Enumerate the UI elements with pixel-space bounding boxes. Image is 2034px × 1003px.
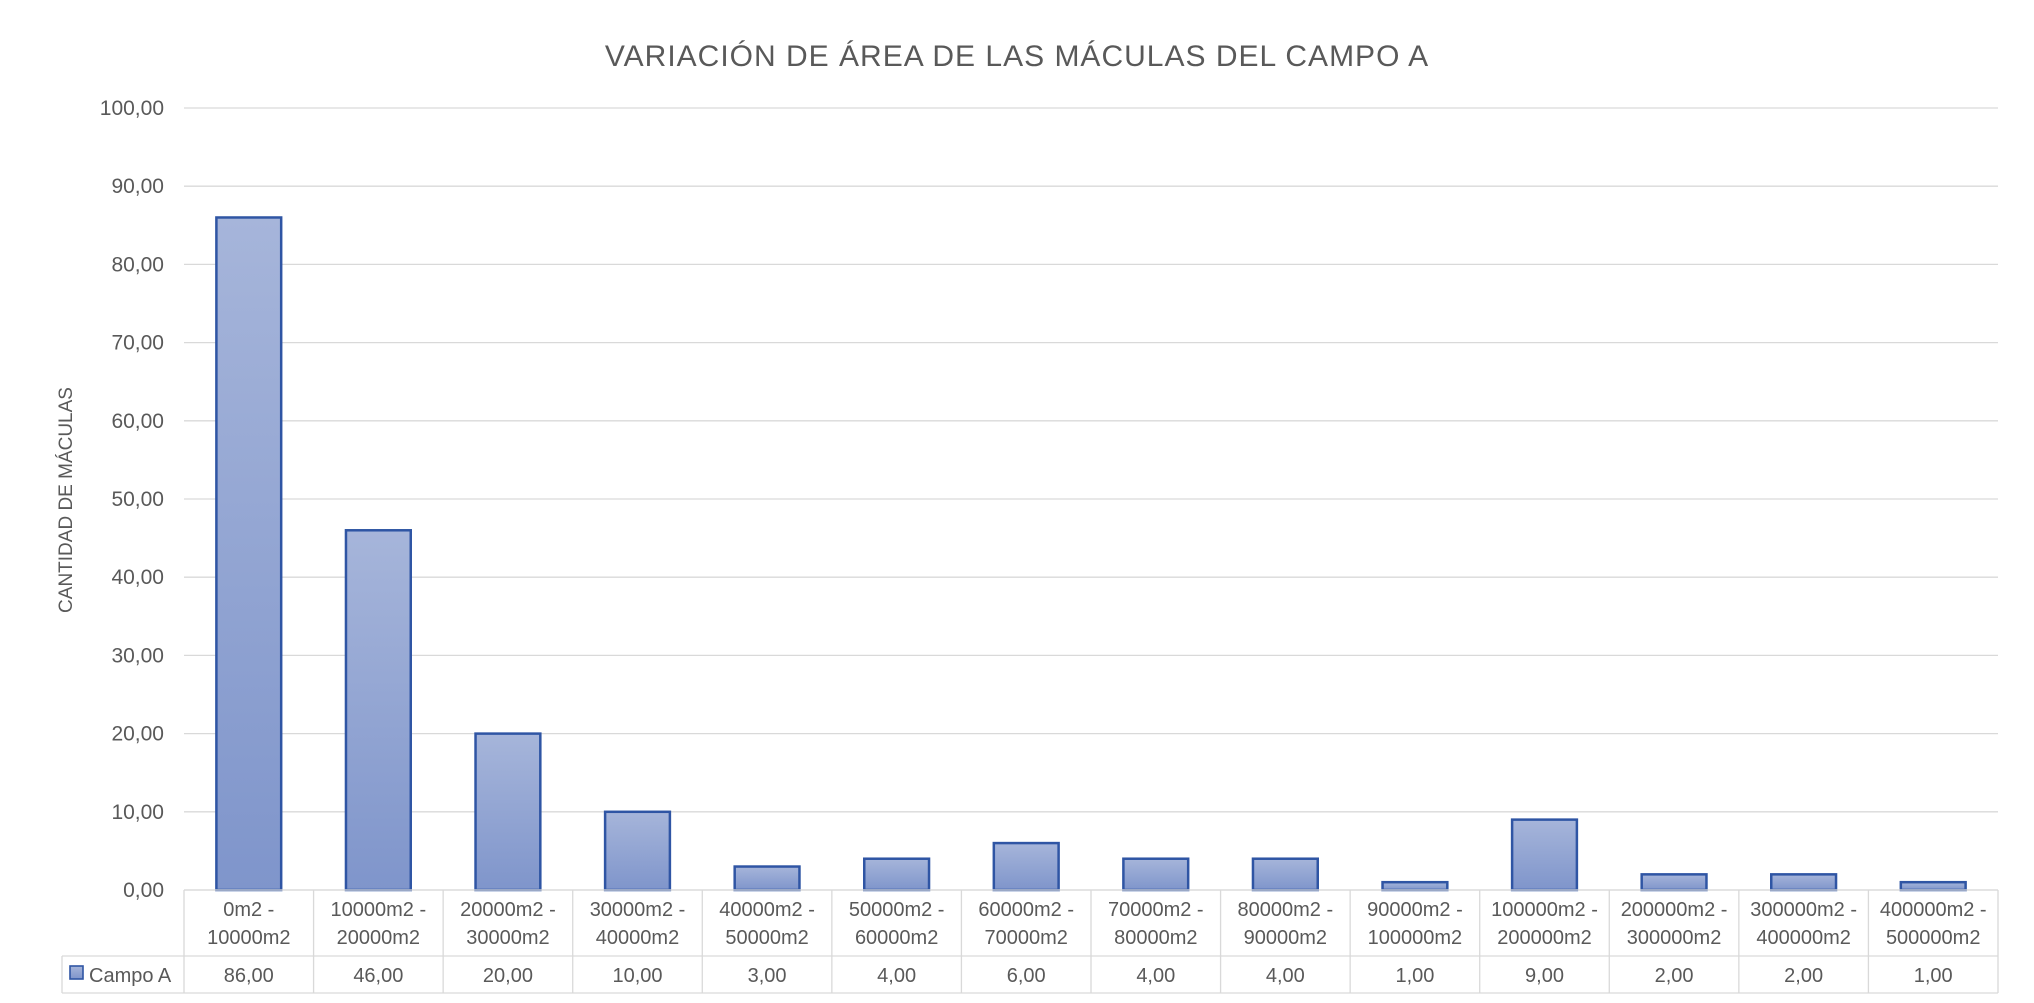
data-table-value: 10,00 <box>612 965 662 987</box>
gridlines <box>184 107 1998 891</box>
bar <box>603 810 672 892</box>
bar <box>474 732 542 892</box>
data-table-value: 2,00 <box>1655 965 1694 987</box>
bar <box>1899 880 1967 892</box>
data-table-value: 3,00 <box>748 965 787 987</box>
data-table: 0m2 -10000m2 10000m2 -20000m2 20000m2 -300… <box>61 889 1999 994</box>
x-tick-label: 90000m2 -100000m2 <box>1367 899 1463 949</box>
x-tick-label: 200000m2 -300000m2 <box>1621 899 1728 949</box>
x-tick-label: 20000m2 -30000m2 <box>460 899 556 949</box>
bar <box>1122 857 1190 892</box>
y-tick-label: 50,00 <box>111 488 164 511</box>
y-tick-label: 100,00 <box>100 97 164 120</box>
y-axis-label: CANTIDAD DE MÁCULAS <box>56 387 77 613</box>
y-tick-label: 40,00 <box>111 566 164 589</box>
bar <box>215 216 283 892</box>
chart-title: VARIACIÓN DE ÁREA DE LAS MÁCULAS DEL CAM… <box>605 40 1429 73</box>
data-table-value: 4,00 <box>1266 965 1305 987</box>
y-tick-label: 20,00 <box>111 723 164 746</box>
bar <box>1510 818 1579 892</box>
x-tick-label: 80000m2 -90000m2 <box>1238 899 1334 949</box>
data-table-value: 9,00 <box>1525 965 1564 987</box>
x-tick-label: 40000m2 -50000m2 <box>719 899 815 949</box>
data-table-value: 4,00 <box>877 965 916 987</box>
legend-series-name: Campo A <box>89 965 172 987</box>
data-table-value: 6,00 <box>1007 965 1046 987</box>
y-tick-label: 0,00 <box>123 879 164 902</box>
y-axis-ticks: 0,00 10,00 20,00 30,00 40,00 50,00 60,00 70,00 8… <box>100 97 164 902</box>
x-tick-label: 300000m2 -400000m2 <box>1750 899 1857 949</box>
data-table-value: 86,00 <box>224 965 274 987</box>
bar <box>1640 873 1708 892</box>
x-tick-label: 10000m2 -20000m2 <box>331 899 427 949</box>
x-tick-label: 400000m2 -500000m2 <box>1880 899 1987 949</box>
x-tick-label: 30000m2 -40000m2 <box>590 899 686 949</box>
y-tick-label: 10,00 <box>111 801 164 824</box>
data-table-value: 20,00 <box>483 965 533 987</box>
x-tick-label: 70000m2 -80000m2 <box>1108 899 1204 949</box>
legend-swatch <box>69 965 84 980</box>
data-table-value: 1,00 <box>1914 965 1953 987</box>
data-table-value: 46,00 <box>353 965 403 987</box>
y-tick-label: 90,00 <box>111 175 164 198</box>
bar <box>992 841 1060 892</box>
bar <box>1770 873 1838 892</box>
data-table-value: 4,00 <box>1136 965 1175 987</box>
bars <box>215 216 1967 892</box>
y-tick-label: 80,00 <box>111 253 164 276</box>
bar <box>344 529 413 892</box>
x-tick-label: 60000m2 -70000m2 <box>978 899 1074 949</box>
x-tick-label: 100000m2 -200000m2 <box>1491 899 1598 949</box>
y-tick-label: 30,00 <box>111 644 164 667</box>
data-table-value: 1,00 <box>1395 965 1434 987</box>
bar <box>1381 880 1449 892</box>
y-tick-label: 60,00 <box>111 410 164 433</box>
x-tick-label: 0m2 -10000m2 <box>207 899 290 949</box>
bar <box>863 857 931 892</box>
x-tick-label: 50000m2 -60000m2 <box>849 899 945 949</box>
bar <box>1251 857 1319 892</box>
data-table-value: 2,00 <box>1784 965 1823 987</box>
y-tick-label: 70,00 <box>111 332 164 355</box>
bar <box>733 865 801 892</box>
